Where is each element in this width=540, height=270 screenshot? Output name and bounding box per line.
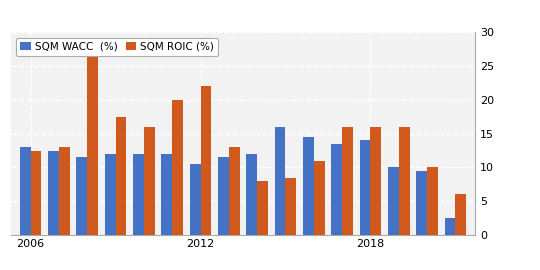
Bar [48, 151, 59, 235]
Bar [455, 194, 466, 235]
Bar [388, 167, 399, 235]
Bar [87, 39, 98, 235]
Bar [257, 181, 268, 235]
Bar [303, 137, 314, 235]
Bar [105, 154, 116, 235]
Bar [399, 127, 409, 235]
Bar [133, 154, 144, 235]
Bar [370, 127, 381, 235]
Bar [360, 140, 370, 235]
Bar [332, 144, 342, 235]
Bar [229, 147, 240, 235]
Bar [77, 157, 87, 235]
Bar [342, 127, 353, 235]
Bar [218, 157, 229, 235]
Legend: SQM WACC  (%), SQM ROIC (%): SQM WACC (%), SQM ROIC (%) [16, 38, 219, 56]
Bar [246, 154, 257, 235]
Bar [416, 171, 427, 235]
Bar [161, 154, 172, 235]
Bar [275, 127, 286, 235]
Bar [20, 147, 31, 235]
Bar [59, 147, 70, 235]
Bar [116, 117, 126, 235]
Bar [444, 218, 455, 235]
Bar [314, 161, 325, 235]
Bar [286, 178, 296, 235]
Bar [144, 127, 154, 235]
Bar [31, 151, 42, 235]
Bar [172, 100, 183, 235]
Bar [427, 167, 438, 235]
Bar [190, 164, 200, 235]
Bar [200, 86, 211, 235]
